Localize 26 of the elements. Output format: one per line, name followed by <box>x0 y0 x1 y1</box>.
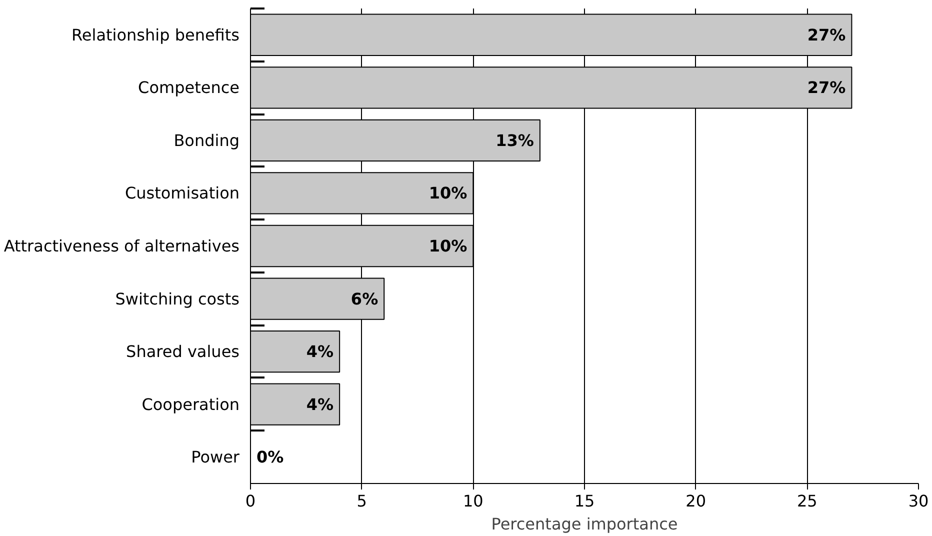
x-axis-title: Percentage importance <box>491 514 678 534</box>
y-tick-label: Switching costs <box>115 289 240 308</box>
data-label: 27% <box>807 78 846 98</box>
y-tick-label: Shared values <box>126 342 240 362</box>
y-tick-label: Competence <box>138 78 240 98</box>
data-label: 4% <box>306 394 334 414</box>
y-tick-label: Customisation <box>124 184 240 203</box>
data-label: 6% <box>350 289 378 308</box>
x-tick-label: 30 <box>908 492 929 510</box>
x-tick-label: 0 <box>245 492 256 510</box>
data-label: 0% <box>256 448 284 467</box>
data-label: 10% <box>428 236 468 256</box>
x-tick-label: 15 <box>574 492 595 510</box>
data-label: 13% <box>496 130 534 150</box>
x-tick-label: 5 <box>356 492 367 510</box>
data-label: 10% <box>428 184 468 203</box>
data-label: 27% <box>807 25 846 44</box>
x-tick-label: 10 <box>462 492 484 510</box>
y-tick-label: Cooperation <box>142 394 240 414</box>
data-label: 4% <box>306 342 334 362</box>
y-tick-label: Bonding <box>174 130 240 150</box>
y-tick-label: Attractiveness of alternatives <box>4 236 240 256</box>
x-tick-label: 20 <box>686 492 706 510</box>
y-tick-label: Power <box>191 448 240 467</box>
x-tick-label: 25 <box>796 492 818 510</box>
y-tick-label: Relationship benefits <box>72 25 240 44</box>
